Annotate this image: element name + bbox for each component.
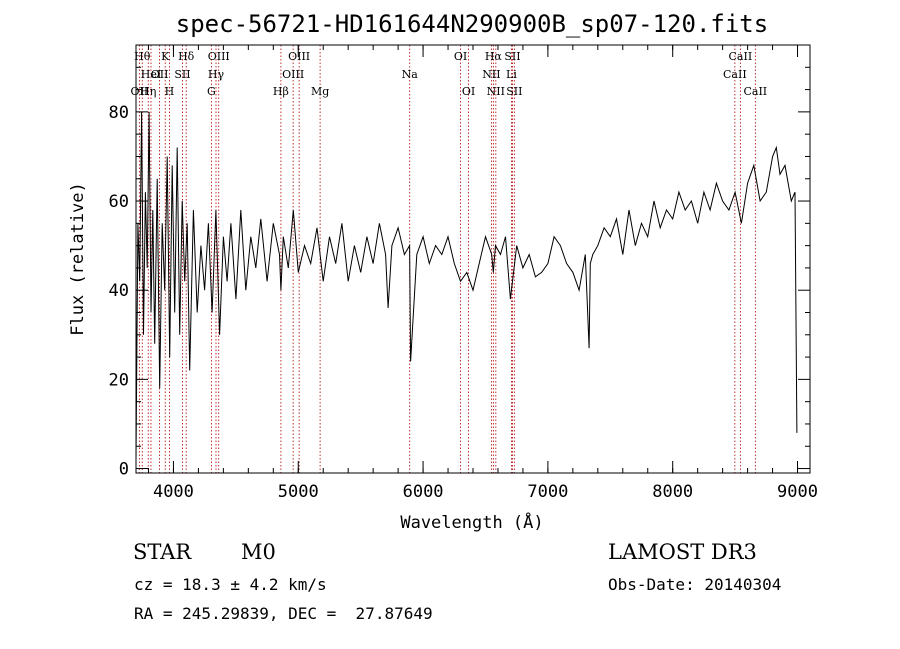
x-tick-label: 8000 [652, 482, 693, 502]
line-label: HeI [141, 68, 161, 81]
line-label: Hβ [273, 85, 289, 98]
line-label: CaII [723, 68, 747, 81]
line-label: Hα [485, 50, 503, 63]
line-label: Li [506, 68, 517, 81]
line-label: CaII [743, 85, 767, 98]
coordinates: RA = 245.29839, DEC = 27.87649 [134, 604, 433, 623]
spectrum-chart: spec-56721-HD161644N290900B_sp07-120.fit… [68, 10, 818, 533]
chart-title: spec-56721-HD161644N290900B_sp07-120.fit… [176, 10, 768, 38]
survey-name: LAMOST DR3 [608, 540, 757, 564]
object-class: STAR [133, 540, 192, 564]
line-label: OII [151, 68, 169, 81]
line-label: G [207, 85, 216, 98]
y-axis-ticks: 0 20 40 60 80 [109, 66, 810, 480]
line-label: H [165, 85, 175, 98]
line-labels: OIIHθHηHeIOIIKHSIIHδGHγOIIIHβOIIIOIIIMgN… [131, 50, 768, 98]
line-label: OIII [282, 68, 304, 81]
line-label: SII [506, 85, 522, 98]
y-tick-label: 0 [119, 460, 129, 480]
x-axis-ticks: 4000 5000 6000 7000 8000 9000 [147, 45, 818, 502]
y-tick-label: 40 [109, 281, 129, 301]
plot-frame [135, 44, 811, 474]
redshift-velocity: cz = 18.3 ± 4.2 km/s [134, 575, 327, 594]
y-tick-label: 20 [109, 370, 129, 390]
line-label: Hγ [208, 68, 225, 81]
line-label: Hη [140, 85, 156, 98]
x-tick-label: 7000 [527, 482, 568, 502]
line-label: K [161, 50, 170, 63]
y-tick-label: 60 [109, 192, 129, 212]
x-tick-label: 5000 [278, 482, 319, 502]
subclass: M0 [241, 540, 276, 564]
line-label: OI [462, 85, 475, 98]
line-markers [138, 45, 756, 473]
line-label: Hθ [134, 50, 151, 63]
line-label: NII [487, 85, 505, 98]
line-label: OII [131, 85, 149, 98]
line-label: Na [402, 68, 419, 81]
line-label: OIII [208, 50, 230, 63]
observation-date: Obs-Date: 20140304 [608, 575, 782, 594]
line-label: NII [482, 68, 500, 81]
line-label: Hδ [178, 50, 195, 63]
y-axis-label: Flux (relative) [68, 182, 88, 336]
x-tick-label: 9000 [777, 482, 818, 502]
line-label: SII [504, 50, 520, 63]
line-label: SII [174, 68, 190, 81]
x-axis-label: Wavelength (Å) [400, 511, 543, 533]
x-tick-label: 4000 [153, 482, 194, 502]
line-label: CaII [729, 50, 753, 63]
line-label: OIII [288, 50, 310, 63]
line-label: OI [454, 50, 467, 63]
line-label: Mg [311, 85, 329, 98]
spectrum-line [135, 111, 798, 460]
x-tick-label: 6000 [403, 482, 444, 502]
y-tick-label: 80 [109, 103, 129, 123]
